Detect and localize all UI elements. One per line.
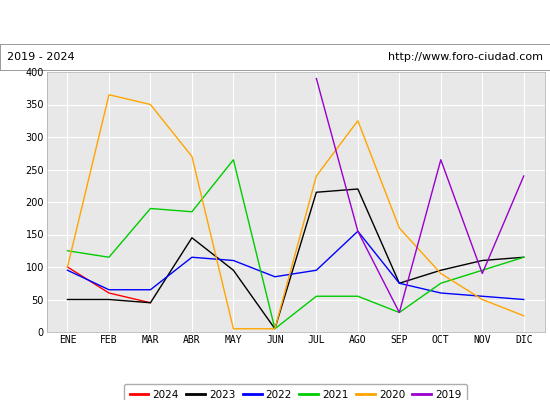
Text: 2019 - 2024: 2019 - 2024 [7,52,74,62]
Text: Evolucion Nº Turistas Nacionales en el municipio de Segura de Toro: Evolucion Nº Turistas Nacionales en el m… [51,16,499,28]
Legend: 2024, 2023, 2022, 2021, 2020, 2019: 2024, 2023, 2022, 2021, 2020, 2019 [124,384,467,400]
Text: http://www.foro-ciudad.com: http://www.foro-ciudad.com [388,52,543,62]
